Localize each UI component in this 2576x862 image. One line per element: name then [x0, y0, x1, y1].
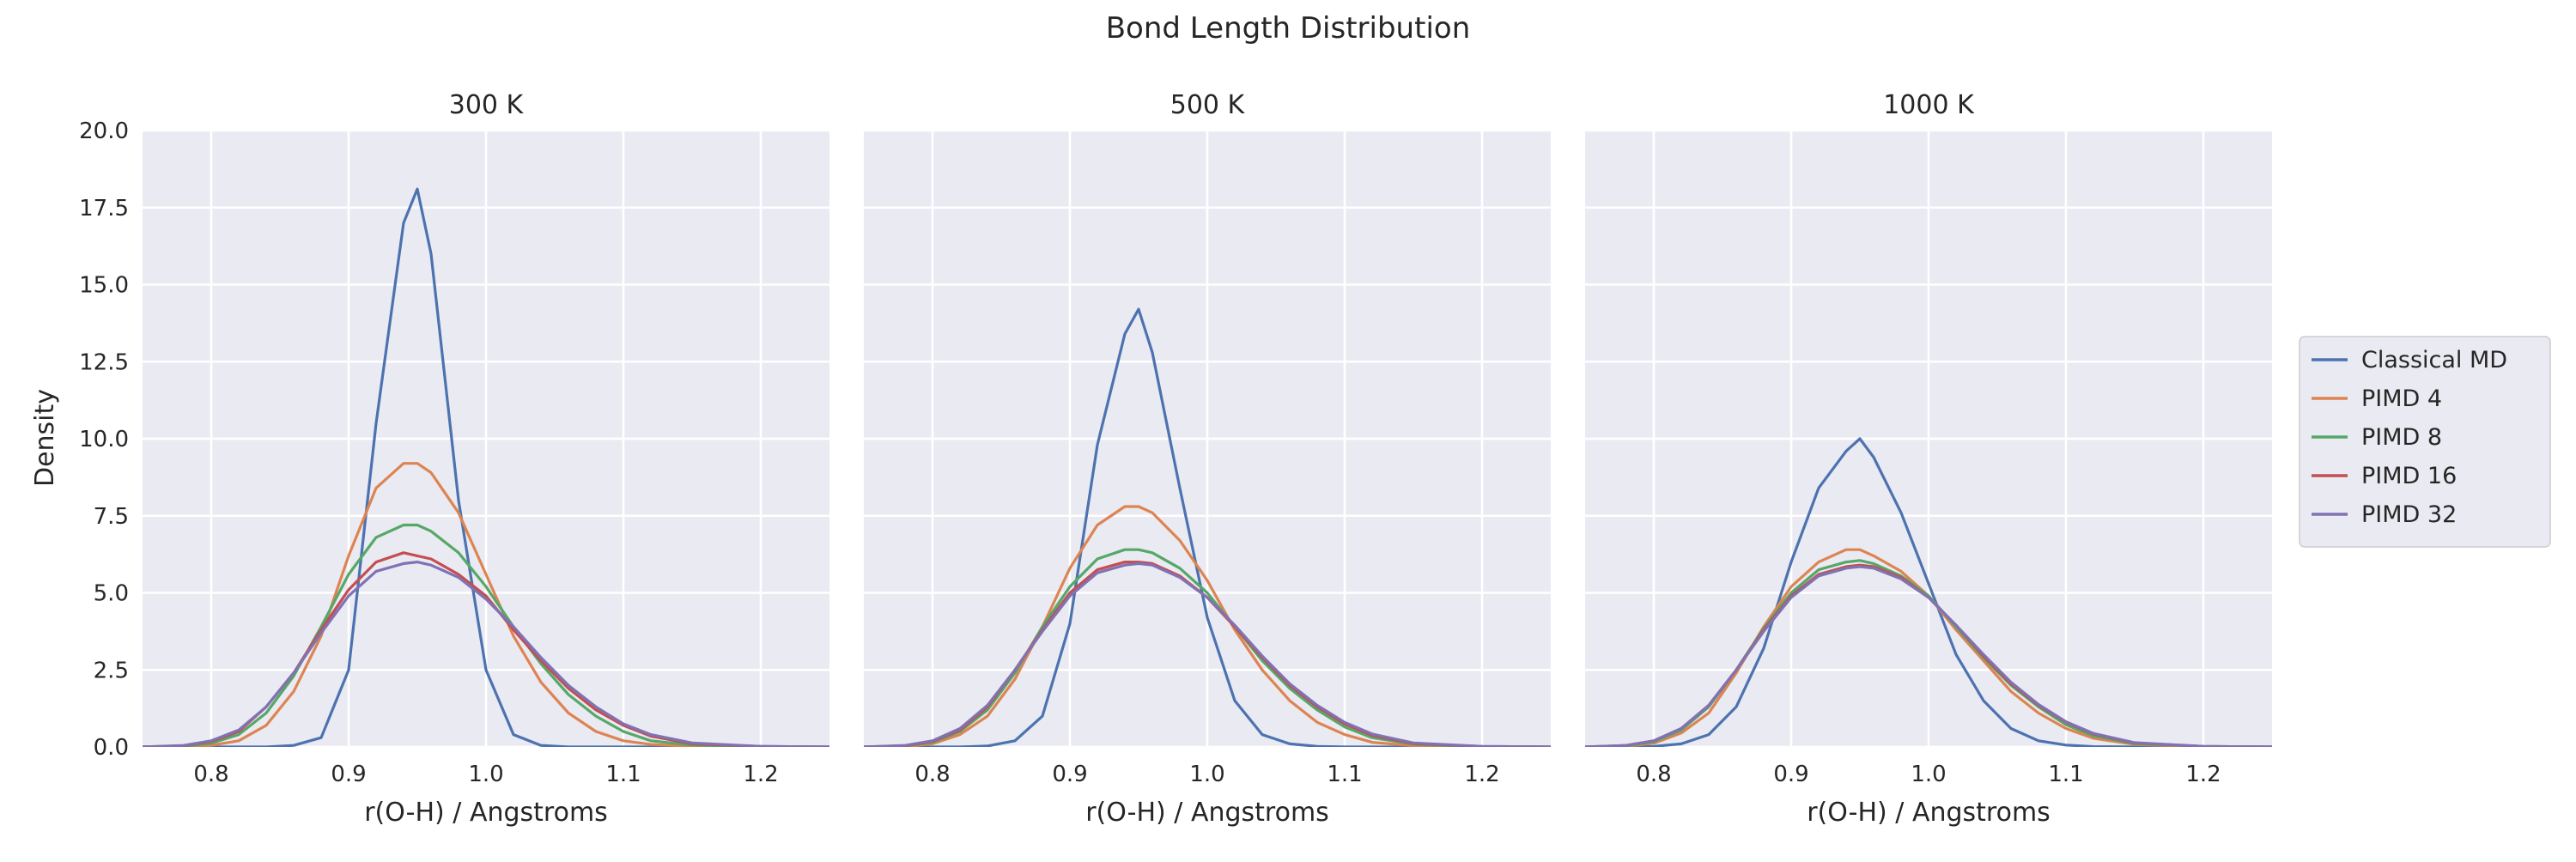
- x-tick-label: 1.0: [1189, 762, 1224, 787]
- x-tick-label: 1.1: [605, 762, 641, 787]
- x-tick-label: 1.1: [2048, 762, 2083, 787]
- y-tick-label: 0.0: [94, 735, 129, 761]
- x-tick-label: 1.0: [1911, 762, 1946, 787]
- series-line-pimd-8: [864, 548, 1551, 747]
- legend-box: [2299, 336, 2551, 548]
- y-tick-label: 15.0: [79, 273, 129, 299]
- x-tick-label: 0.8: [193, 762, 228, 787]
- series-line-pimd-4: [1585, 548, 2272, 747]
- y-tick-label: 7.5: [94, 504, 129, 530]
- x-axis-label: r(O-H) / Angstroms: [1085, 798, 1329, 828]
- panel-title: 500 K: [1170, 90, 1246, 120]
- panel-1: 500 K 0.8 0.9 1.0 1.1 1.2 r(O-H) / Angstroms: [864, 90, 1551, 828]
- x-tick-label: 1.2: [2185, 762, 2221, 787]
- y-tick-label: 17.5: [79, 196, 129, 222]
- legend-label: PIMD 16: [2361, 463, 2457, 489]
- series-line-pimd-4: [864, 505, 1551, 747]
- y-tick-label: 20.0: [79, 118, 129, 144]
- panel-title: 300 K: [449, 90, 525, 120]
- series-line-classical-md: [143, 187, 829, 747]
- series-line-pimd-32: [1585, 565, 2272, 747]
- x-axis-label: r(O-H) / Angstroms: [1807, 798, 2050, 828]
- chart-title: Bond Length Distribution: [1106, 11, 1471, 46]
- x-axis-label: r(O-H) / Angstroms: [364, 798, 608, 828]
- x-tick-label: 0.8: [1636, 762, 1671, 787]
- y-tick-label: 12.5: [79, 349, 129, 375]
- panel-title: 1000 K: [1883, 90, 1975, 120]
- x-tick-label: 0.9: [1052, 762, 1087, 787]
- x-tick-label: 0.9: [1773, 762, 1808, 787]
- panel-2: 1000 K 0.8 0.9 1.0 1.1 1.2 r(O-H) / Angstroms: [1585, 90, 2272, 828]
- y-tick-label: 5.0: [94, 581, 129, 607]
- series-line-pimd-4: [143, 462, 829, 747]
- series-line-classical-md: [1585, 437, 2272, 747]
- legend-label: PIMD 4: [2361, 385, 2442, 412]
- panels: 300 K 0.8 0.9 1.0 1.1 1.2 r(O-H) / Angstroms 0.…: [79, 90, 2272, 828]
- legend-label: PIMD 32: [2361, 501, 2457, 528]
- x-tick-label: 0.9: [331, 762, 366, 787]
- series-line-pimd-32: [143, 561, 829, 747]
- series-line-pimd-32: [864, 562, 1551, 747]
- legend: Classical MD PIMD 4 PIMD 8 PIMD 16 PIMD 32: [2299, 336, 2551, 548]
- panel-0: 300 K 0.8 0.9 1.0 1.1 1.2 r(O-H) / Angstroms 0.…: [79, 90, 829, 828]
- y-tick-label: 10.0: [79, 427, 129, 452]
- legend-label: Classical MD: [2361, 347, 2507, 373]
- y-tick-label: 2.5: [94, 658, 129, 683]
- series-line-classical-md: [864, 307, 1551, 747]
- x-tick-label: 1.2: [1464, 762, 1499, 787]
- y-axis-label: Density: [30, 389, 60, 487]
- x-tick-label: 0.8: [914, 762, 950, 787]
- series-line-pimd-8: [143, 523, 829, 747]
- x-tick-label: 1.1: [1327, 762, 1362, 787]
- x-tick-label: 1.0: [468, 762, 503, 787]
- legend-label: PIMD 8: [2361, 424, 2442, 451]
- x-tick-label: 1.2: [743, 762, 778, 787]
